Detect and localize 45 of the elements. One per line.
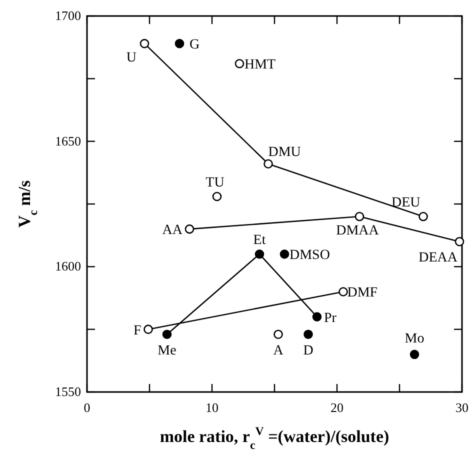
- annotation: TU: [206, 175, 224, 190]
- y-tick-label: 1550: [55, 384, 81, 399]
- x-axis-title: mole ratio, r$_{c}$$^{V}$ =(water)/(solute): [160, 424, 390, 452]
- point: [254, 249, 264, 259]
- annotation: DMSO: [290, 248, 330, 264]
- annotation: D: [303, 343, 314, 358]
- annotation: DMF: [347, 286, 378, 301]
- x-tick-label: 20: [330, 400, 344, 415]
- annotation: Pr: [324, 310, 337, 326]
- annotation: A: [273, 343, 284, 358]
- point: [354, 212, 364, 222]
- y-tick-label: 1600: [55, 258, 81, 274]
- point: [274, 330, 283, 339]
- annotation: DMU: [268, 144, 301, 160]
- point: [144, 324, 153, 334]
- point: [304, 330, 313, 339]
- x-tick-label: 10: [206, 400, 218, 415]
- x-tick-label: 30: [456, 400, 468, 415]
- point: [454, 236, 464, 246]
- annotation: U: [126, 50, 136, 66]
- point: [212, 192, 222, 202]
- point: [140, 38, 150, 48]
- annotation: HMT: [244, 58, 276, 73]
- annotation: DEAA: [418, 250, 458, 266]
- annotation: F: [133, 323, 142, 338]
- point: [338, 287, 348, 296]
- point: [174, 38, 184, 48]
- point: [162, 330, 172, 339]
- annotation: Mo: [404, 331, 424, 346]
- y-tick-label: 1650: [55, 133, 81, 148]
- annotation: DMAA: [336, 224, 380, 239]
- annotation: Me: [158, 343, 176, 358]
- x-tick-label: 0: [84, 400, 90, 415]
- point: [234, 58, 244, 68]
- annotation: Et: [253, 233, 266, 248]
- point: [410, 350, 420, 360]
- point: [264, 159, 273, 169]
- point: [312, 312, 322, 322]
- point: [418, 212, 428, 222]
- point: [184, 224, 194, 234]
- annotation: G: [190, 38, 200, 53]
- point: [280, 249, 290, 259]
- annotation: DEU: [391, 196, 420, 211]
- y-tick-label: 1700: [55, 8, 81, 23]
- annotation: AA: [162, 223, 184, 238]
